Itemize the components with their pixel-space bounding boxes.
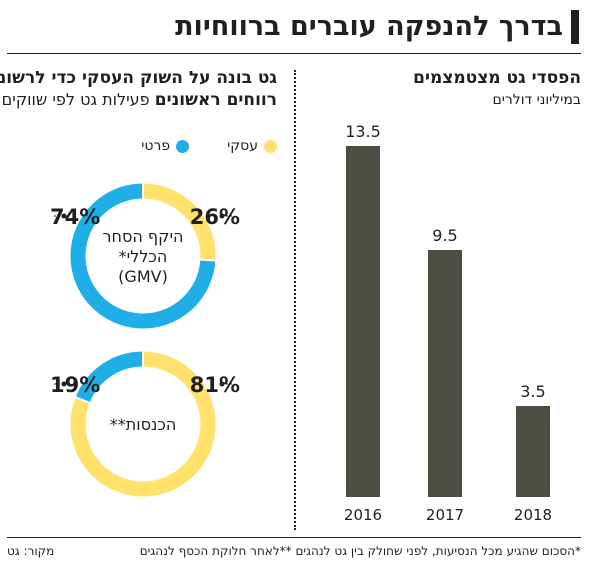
donut-1-segment-private (71, 183, 217, 329)
bar-chart-heading: הפסדי גט מצטמצמים (414, 68, 582, 88)
donut-2-percent-private: 19% (51, 373, 101, 397)
x-tick-label-2016: 2016 (345, 506, 383, 524)
panel-divider (295, 70, 297, 530)
donut-1-percent-business: 26% (191, 205, 241, 229)
bar-value-label-2017: 9.5 (433, 226, 458, 245)
bar-2017 (429, 250, 463, 497)
donut-1-center-label-line-1: היקף הסחר (103, 227, 184, 246)
donut-2-percent-business: 81% (191, 373, 241, 397)
donut-2-separator-1 (76, 396, 91, 404)
bar-2016 (347, 146, 381, 497)
source-credit: מקור: גט (8, 544, 56, 558)
donut-panel-subheading-bold: רווחים ראשונים (155, 90, 278, 110)
page-title: בדרך להנפקה עוברים ברווחיות (176, 11, 564, 42)
legend-swatch-private (177, 139, 191, 153)
x-tick-label-2018: 2018 (515, 506, 553, 524)
bar-chart-subheading: במיליוני דולרים (493, 92, 582, 108)
donut-1-center-label-line-3: (GMV) (119, 267, 169, 286)
legend-label-private: פרטי (142, 138, 172, 154)
donut-2-center-label-line-1: הכנסות** (111, 415, 178, 434)
x-tick-label-2017: 2017 (427, 506, 465, 524)
donut-2-segment-private (76, 351, 145, 404)
donut-panel-heading: גט בונה על השוק העסקי כדי לרשום (0, 68, 278, 88)
title-accent-bar (572, 10, 580, 44)
donut-1-percent-private: 74% (51, 205, 101, 229)
donut-panel-subheading: רווחים ראשונים פעילות גט לפי שווקים (3, 90, 278, 110)
bar-value-label-2018: 3.5 (521, 382, 546, 401)
legend-label-business: עסקי (228, 138, 259, 154)
donut-2-segment-business (71, 351, 217, 497)
donut-1-center-label-line-2: הכללי* (120, 247, 169, 266)
donut-legend: עסקי פרטי (142, 138, 278, 154)
donut-panel-subheading-rest: פעילות גט לפי שווקים (2, 90, 151, 109)
bar-2018 (517, 406, 551, 497)
bottom-rule (8, 537, 582, 538)
bar-value-label-2016: 13.5 (346, 122, 382, 141)
top-rule (8, 53, 582, 54)
donut-1-segment-business (143, 183, 217, 261)
legend-swatch-business (265, 139, 278, 153)
donut-1-separator-1 (201, 258, 217, 262)
footnote: *הסכום שהגיע מכל הנסיעות, לפני שחולק בין… (140, 544, 582, 558)
